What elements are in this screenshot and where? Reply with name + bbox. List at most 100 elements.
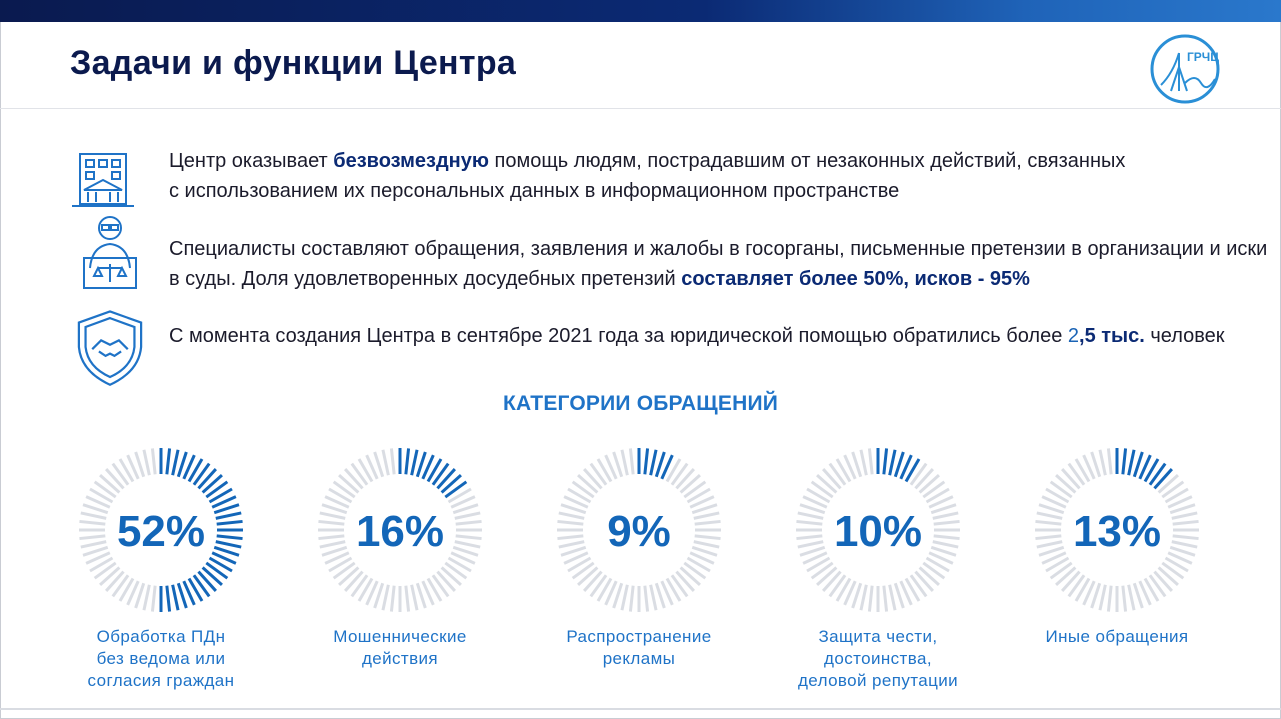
donut-tick-empty [440, 566, 462, 586]
logo-text: ГРЧЦ [1187, 50, 1219, 64]
donut-tick-empty [928, 495, 954, 509]
donut-tick-empty [799, 503, 826, 515]
donut-tick-empty [925, 556, 950, 573]
donut-tick-empty [89, 556, 114, 573]
donut-tick-filled [171, 584, 180, 611]
donut-tick-empty [1061, 570, 1081, 592]
donut-tick-empty [1035, 534, 1062, 541]
donut-tick-empty [389, 448, 396, 475]
donut-tick-filled [649, 449, 658, 476]
donut-tick-empty [1098, 449, 1107, 476]
donut-tick-empty [344, 468, 364, 490]
text-segment: Специалисты составляют обращения, заявле… [169, 238, 1268, 260]
category-label-line: Защита чести, [818, 627, 938, 646]
donut-tick-empty [933, 534, 960, 541]
text-segment: безвозмездную [333, 150, 489, 172]
donut-tick-empty [318, 519, 345, 526]
donut-tick-empty [82, 545, 109, 557]
donut-tick-empty [914, 570, 934, 592]
donut-value-label: 9% [607, 507, 671, 556]
donut-tick-empty [1067, 574, 1086, 598]
header-divider [0, 108, 1281, 109]
donut-value-label: 13% [1073, 507, 1161, 556]
donut-tick-empty [654, 582, 666, 609]
donut-tick-filled [444, 480, 468, 499]
donut-tick-empty [447, 487, 472, 504]
donut-tick-empty [134, 582, 146, 609]
category-label-line: рекламы [602, 649, 676, 668]
donut-tick-empty [867, 448, 874, 475]
donut-tick-empty [319, 540, 346, 549]
logo-icon: ГРЧЦ [1150, 34, 1220, 104]
donut-tick-empty [344, 570, 364, 592]
donut-tick-filled [208, 487, 233, 504]
donut-chart-1: 52% [79, 448, 243, 612]
donut-tick-empty [118, 577, 135, 602]
donut-tick-empty [338, 474, 360, 494]
donut-tick-empty [577, 566, 599, 586]
donut-tick-empty [1164, 556, 1189, 573]
donut-tick-empty [822, 570, 842, 592]
donut-tick-empty [689, 551, 715, 565]
donut-tick-empty [904, 577, 921, 602]
donut-tick-filled [1148, 462, 1167, 486]
donut-tick-empty [563, 495, 589, 509]
donut-tick-empty [909, 462, 928, 486]
donut-tick-filled [208, 556, 233, 573]
donut-tick-empty [691, 545, 718, 557]
donut-tick-empty [899, 580, 913, 606]
donut-tick-filled [643, 448, 650, 475]
donut-chart-5: 13% [1035, 448, 1199, 612]
donut-tick-filled [415, 451, 427, 478]
donut-tick-filled [187, 458, 204, 483]
donut-tick-empty [558, 511, 585, 520]
donut-tick-empty [1090, 582, 1102, 609]
donut-tick-empty [444, 561, 468, 580]
donut-tick-empty [930, 503, 957, 515]
donut-tick-empty [357, 577, 374, 602]
donut-tick-filled [1143, 458, 1160, 483]
donut-tick-empty [859, 449, 868, 476]
donut-tick-empty [694, 534, 721, 541]
donut-tick-empty [1148, 574, 1167, 598]
donut-tick-empty [454, 511, 481, 520]
donut-tick-empty [1153, 570, 1173, 592]
donut-tick-empty [693, 540, 720, 549]
donut-tick-empty [1074, 458, 1091, 483]
donut-tick-empty [797, 511, 824, 520]
donut-tick-empty [373, 582, 385, 609]
category-label-line: деловой репутации [797, 671, 959, 690]
donut-tick-empty [1082, 580, 1096, 606]
info-text-specialists: Специалисты составляют обращения, заявле… [169, 234, 1267, 294]
info-row-free-help: Центр оказывает безвозмездную помощь люд… [70, 146, 1250, 207]
donut-tick-empty [332, 480, 356, 499]
donut-tick-empty [822, 468, 842, 490]
donut-tick-empty [1045, 556, 1070, 573]
donut-tick-empty [1098, 584, 1107, 611]
donut-tick-filled [426, 458, 443, 483]
donut-tick-empty [450, 551, 476, 565]
donut-tick-empty [1132, 582, 1144, 609]
donut-tick-filled [882, 448, 889, 475]
donut-tick-empty [455, 519, 482, 526]
top-gradient-bar [0, 0, 1281, 22]
category-label-line: Обработка ПДн [96, 627, 226, 646]
donut-tick-empty [1055, 474, 1077, 494]
donut-tick-filled [431, 462, 450, 486]
donut-tick-empty [909, 574, 928, 598]
donut-tick-empty [802, 551, 828, 565]
donut-tick-empty [882, 585, 889, 612]
donut-tick-empty [118, 458, 135, 483]
category-label-line: согласия граждан [87, 671, 235, 690]
donut-tick-empty [686, 556, 711, 573]
donut-tick-empty [1171, 511, 1198, 520]
donut-tick-empty [350, 574, 369, 598]
donut-tick-empty [99, 566, 121, 586]
section-title: КАТЕГОРИИ ОБРАЩЕНИЙ [502, 392, 779, 415]
donut-tick-filled [197, 570, 217, 592]
government-building-icon [72, 153, 134, 207]
donut-tick-filled [654, 451, 666, 478]
donut-tick-empty [80, 540, 107, 549]
text-segment: в суды. Доля удовлетворенных досудебных … [169, 268, 682, 290]
donut-tick-empty [583, 570, 603, 592]
